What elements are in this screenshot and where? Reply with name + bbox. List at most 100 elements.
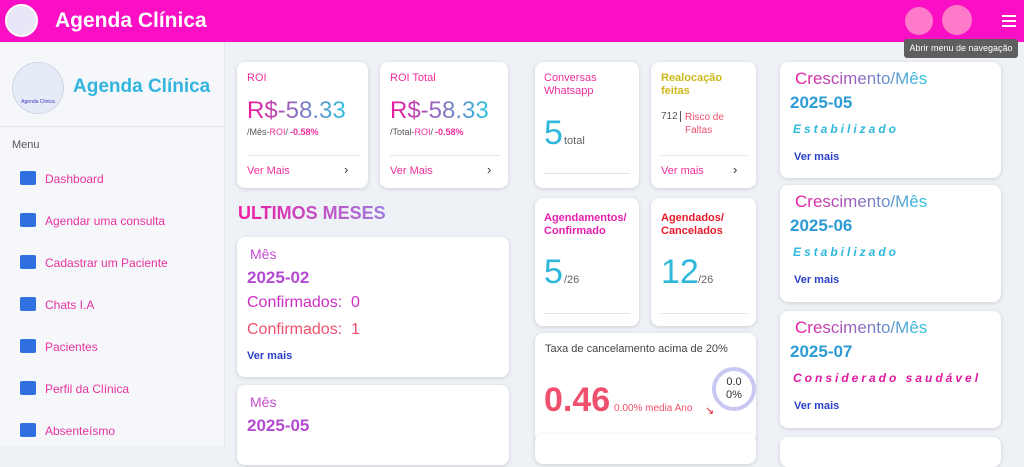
roi-tag: ROI bbox=[269, 127, 286, 137]
menu-item[interactable]: Chats I.A bbox=[45, 298, 95, 312]
divider bbox=[661, 155, 747, 156]
menu-icon[interactable] bbox=[20, 339, 36, 353]
help-button[interactable] bbox=[942, 5, 972, 35]
menu-item[interactable]: Dashboard bbox=[45, 172, 104, 186]
rate-value: 0.46 bbox=[544, 381, 611, 419]
roi-value: R$-58.33 bbox=[390, 97, 489, 124]
roi-sep: / bbox=[285, 127, 289, 137]
menu-icon[interactable] bbox=[20, 255, 36, 269]
divider bbox=[544, 313, 630, 314]
roi-value: R$-58.33 bbox=[247, 97, 346, 124]
roi-period: /Mês- bbox=[247, 127, 270, 137]
menu-item[interactable]: Pacientes bbox=[45, 340, 98, 354]
menu-icon[interactable] bbox=[20, 171, 36, 185]
menu-button[interactable] bbox=[1002, 15, 1016, 27]
growth-title: Crescimento/Mês bbox=[795, 192, 928, 211]
month-value: 2025-05 bbox=[247, 416, 310, 435]
stat-card bbox=[535, 434, 756, 464]
chevron[interactable]: › bbox=[733, 162, 738, 177]
link[interactable]: Ver mais bbox=[794, 274, 840, 286]
menu-icon[interactable] bbox=[20, 297, 36, 311]
stat-total: /26 bbox=[564, 274, 580, 286]
growth-month: 2025-06 bbox=[790, 216, 853, 235]
roi-period: /Total- bbox=[390, 127, 415, 137]
stat-card bbox=[651, 198, 756, 326]
stat-risk: Risco de Faltas bbox=[685, 112, 724, 136]
menu-item[interactable]: Cadastrar um Paciente bbox=[45, 256, 168, 270]
chevron[interactable]: › bbox=[344, 162, 349, 177]
rate-ring: 0.0 0% bbox=[712, 367, 756, 411]
stat-title: Agendados/ Cancelados bbox=[661, 212, 724, 237]
ring-top: 0.0 bbox=[726, 376, 742, 388]
rate-title: Taxa de cancelamento acima de 20% bbox=[545, 343, 728, 355]
menu-icon[interactable] bbox=[20, 423, 36, 437]
roi-change: -0.58% bbox=[435, 127, 464, 137]
tooltip: Abrir menu de navegação bbox=[904, 39, 1018, 58]
stat-title: Realocação feitas bbox=[661, 72, 723, 97]
link[interactable]: Ver Mais bbox=[390, 165, 433, 177]
stat-value: 5 bbox=[544, 114, 563, 152]
rate-note: 0.00% media Ano bbox=[614, 403, 693, 414]
link[interactable]: Ver mais bbox=[794, 400, 840, 412]
month-label: Mês bbox=[250, 246, 277, 262]
link[interactable]: Ver mais bbox=[794, 151, 840, 163]
sidebar-logo: Agenda Clinica bbox=[12, 62, 64, 114]
ring-bottom: 0% bbox=[726, 389, 742, 401]
stat-unit: total bbox=[564, 135, 585, 147]
month-card bbox=[237, 237, 509, 377]
growth-card bbox=[780, 311, 1001, 428]
stat-card bbox=[535, 62, 639, 188]
roi-tag: ROI bbox=[414, 127, 431, 137]
roi-change: -0.58% bbox=[290, 127, 319, 137]
section-title: ULTIMOS MESES bbox=[238, 203, 386, 223]
link[interactable]: Ver mais bbox=[247, 350, 293, 362]
roi-card bbox=[237, 62, 368, 188]
top-bar bbox=[0, 0, 1024, 42]
app-logo[interactable] bbox=[5, 4, 38, 37]
roi-sep: / bbox=[430, 127, 434, 137]
stat-value: 12 bbox=[661, 253, 699, 291]
stat-total: /26 bbox=[698, 274, 714, 286]
roi-sub: /Mês-ROI/-0.58% bbox=[247, 127, 319, 137]
menu-icon[interactable] bbox=[20, 213, 36, 227]
growth-status: Estabilizado bbox=[793, 245, 900, 259]
menu-item[interactable]: Agendar uma consulta bbox=[45, 214, 166, 228]
divider bbox=[661, 313, 747, 314]
growth-card bbox=[780, 185, 1001, 302]
stat-title: Conversas Whatsapp bbox=[544, 72, 597, 97]
growth-status: Considerado saudável bbox=[793, 371, 982, 385]
divider bbox=[544, 173, 630, 174]
menu-icon[interactable] bbox=[20, 381, 36, 395]
app-title: Agenda Clínica bbox=[55, 9, 207, 32]
stat-value: 5 bbox=[544, 253, 563, 291]
menu-label: Menu bbox=[12, 139, 40, 151]
roi-total-card bbox=[380, 62, 508, 188]
menu-item[interactable]: Perfil da Clínica bbox=[45, 382, 130, 396]
stat-count: 712 bbox=[661, 111, 681, 122]
sidebar-title: Agenda Clínica bbox=[73, 76, 211, 97]
down-arrow: ↘ bbox=[705, 405, 715, 417]
menu-item[interactable]: Absenteísmo bbox=[45, 424, 116, 438]
accessibility-button[interactable] bbox=[905, 7, 933, 35]
divider bbox=[247, 155, 359, 156]
link[interactable]: Ver mais bbox=[661, 165, 704, 177]
link[interactable]: Ver Mais bbox=[247, 165, 290, 177]
chevron[interactable]: › bbox=[487, 162, 492, 177]
growth-card bbox=[780, 62, 1001, 178]
growth-month: 2025-05 bbox=[790, 93, 853, 112]
growth-title: Crescimento/Mês bbox=[795, 69, 928, 88]
roi-label: ROI bbox=[247, 72, 267, 84]
roi-label: ROI Total bbox=[390, 72, 436, 84]
divider bbox=[390, 155, 500, 156]
month-value: 2025-02 bbox=[247, 268, 310, 287]
roi-sub: /Total-ROI/-0.58% bbox=[390, 127, 464, 137]
stat-card bbox=[651, 62, 756, 188]
month-label: Mês bbox=[250, 394, 277, 410]
divider bbox=[0, 126, 224, 127]
growth-status: Estabilizado bbox=[793, 122, 900, 136]
growth-month: 2025-07 bbox=[790, 342, 853, 361]
stat-card bbox=[535, 198, 639, 326]
growth-title: Crescimento/Mês bbox=[795, 318, 928, 337]
